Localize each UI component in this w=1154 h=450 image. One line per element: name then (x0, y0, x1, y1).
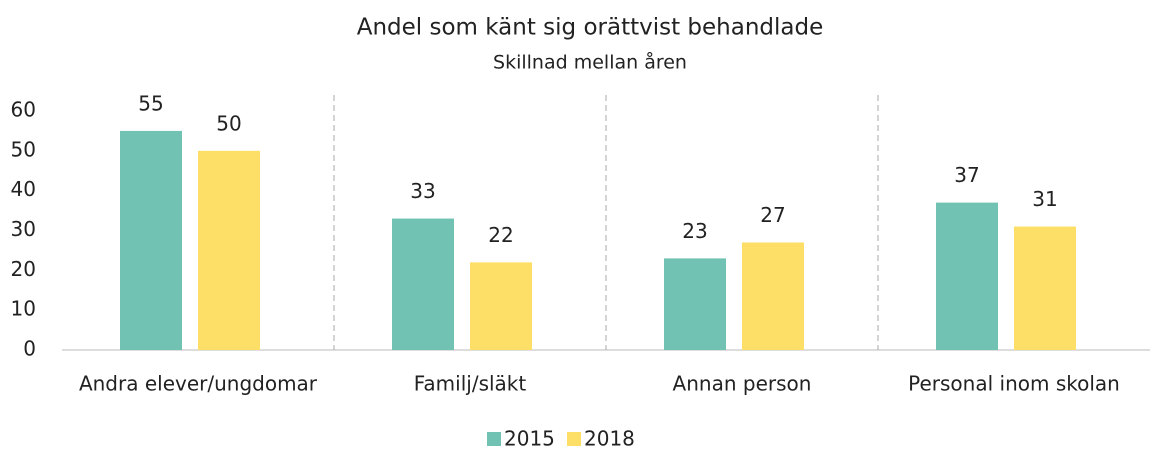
y-tick-label: 50 (11, 137, 36, 161)
bar (1014, 226, 1076, 350)
chart-subtitle: Skillnad mellan åren (493, 51, 687, 74)
bar (120, 130, 182, 350)
legend-swatch (567, 432, 581, 446)
data-label: 31 (1032, 187, 1057, 211)
legend-label: 2015 (504, 427, 555, 450)
bar (664, 258, 726, 350)
x-tick-label: Familj/släkt (414, 372, 527, 396)
data-label: 37 (954, 163, 979, 187)
data-label: 22 (488, 223, 513, 247)
y-tick-label: 10 (11, 297, 36, 321)
legend-swatch (487, 432, 501, 446)
y-tick-label: 0 (23, 337, 36, 361)
legend-label: 2018 (584, 427, 635, 450)
y-tick-label: 30 (11, 217, 36, 241)
x-tick-label: Annan person (673, 372, 812, 396)
data-label: 27 (760, 203, 785, 227)
y-tick-label: 20 (11, 257, 36, 281)
data-label: 50 (216, 111, 241, 135)
y-tick-label: 40 (11, 177, 36, 201)
x-tick-label: Andra elever/ungdomar (79, 372, 318, 396)
bar (470, 262, 532, 350)
y-tick-label: 60 (11, 98, 36, 122)
bar (742, 242, 804, 350)
data-label: 55 (138, 91, 163, 115)
bar (392, 218, 454, 350)
data-label: 33 (410, 179, 435, 203)
x-tick-label: Personal inom skolan (908, 372, 1120, 396)
data-label: 23 (682, 219, 707, 243)
chart-title: Andel som känt sig orättvist behandlade (357, 15, 824, 41)
bar (936, 202, 998, 350)
bar (198, 150, 260, 350)
